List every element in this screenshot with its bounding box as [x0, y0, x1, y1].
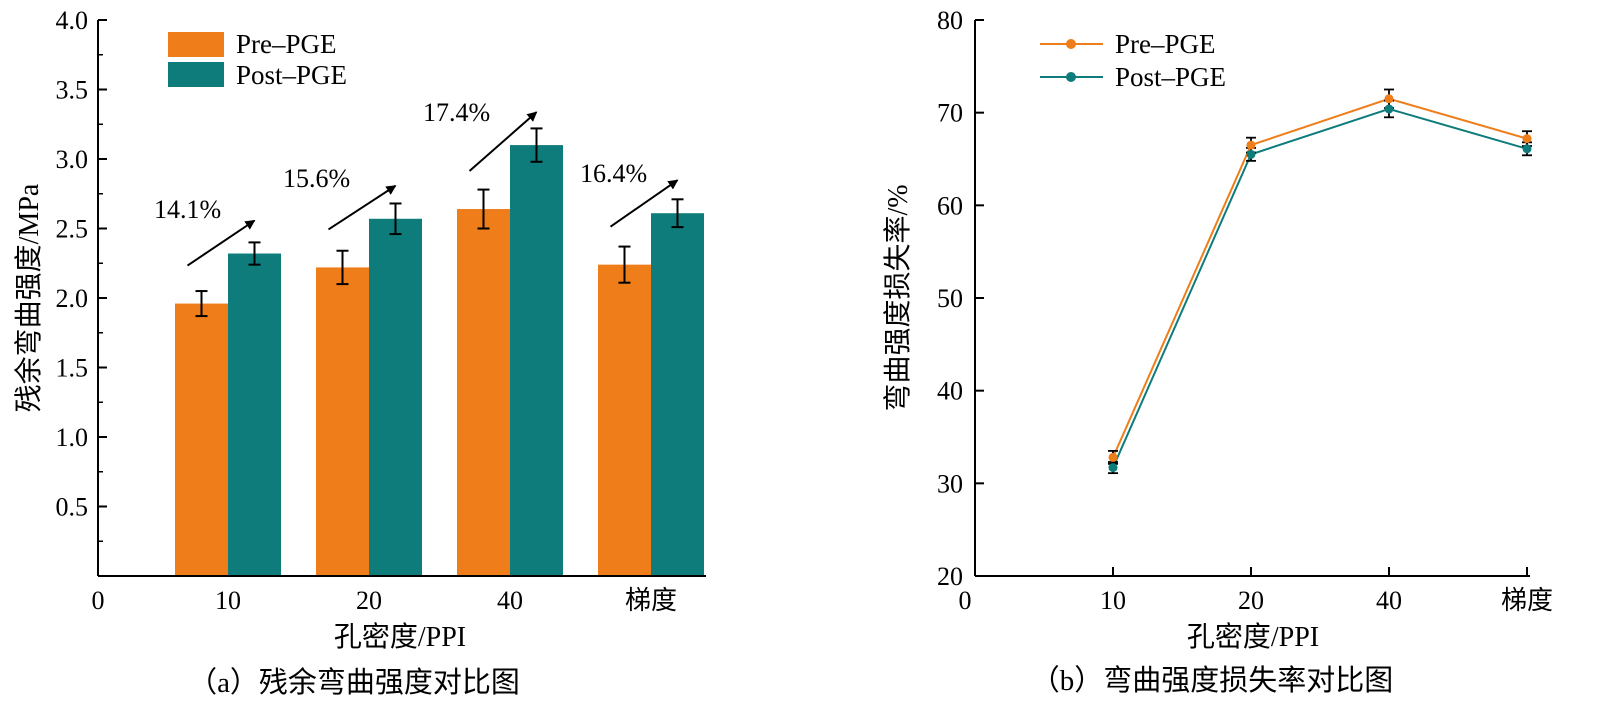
increase-arrow-3 — [609, 179, 679, 228]
y-tick-label-1: 30 — [937, 469, 963, 498]
bar-chart-legend: Pre–PGE Post–PGE — [168, 29, 347, 90]
x-tick-label-3: 梯度 — [1501, 586, 1553, 615]
bar-post-pge-3 — [651, 213, 704, 576]
line-chart-x-ticks: 10 20 40 梯度 — [1100, 567, 1553, 615]
y-tick-label-4: 60 — [937, 191, 963, 220]
legend-swatch-post-pge — [168, 62, 224, 87]
bar-pre-pge-3 — [598, 264, 651, 576]
line-chart-error-bars — [1108, 88, 1532, 475]
legend-marker-post-pge — [1066, 72, 1076, 82]
bar-chart-bars — [175, 145, 704, 577]
line-chart-caption: （b）弯曲强度损失率对比图 — [1031, 664, 1394, 697]
legend-label-post-pge: Post–PGE — [236, 60, 347, 90]
annotation-10ppi: 14.1% — [154, 195, 221, 224]
legend-label-pre-pge: Pre–PGE — [236, 29, 337, 59]
point-post-pge-3 — [1522, 144, 1532, 154]
error-bar-pre-pge-1 — [336, 249, 349, 286]
bar-chart-x-ticks: 10 20 40 梯度 — [215, 586, 677, 615]
x-tick-label-0: 10 — [1100, 586, 1126, 615]
error-bar-post-pge-1 — [389, 202, 402, 236]
bar-chart-arrows — [186, 111, 679, 267]
line-chart-points — [1108, 94, 1532, 473]
increase-arrow-2 — [468, 111, 538, 172]
bar-chart-y-axis-title: 残余弯曲强度/MPa — [13, 183, 45, 412]
bar-post-pge-0 — [228, 253, 281, 576]
series-line-pre-pge — [1112, 97, 1528, 458]
line-chart-x-origin-label: 0 — [959, 586, 972, 615]
bar-chart-x-origin-label: 0 — [92, 586, 105, 615]
line-chart-axes — [974, 20, 1530, 577]
y-tick-label-2: 1.5 — [56, 354, 89, 383]
y-tick-label-6: 3.5 — [56, 76, 89, 105]
y-tick-label-1: 1.0 — [56, 423, 89, 452]
line-chart-y-ticks: 20 30 40 50 60 70 80 — [937, 6, 984, 591]
bar-chart-panel: 0.5 1.0 1.5 2.0 2.5 3.0 3.5 4.0 10 20 40 梯度 0 Pre–… — [13, 6, 706, 699]
error-bar-pre-pge-3 — [618, 245, 631, 284]
series-line-post-pge — [1112, 107, 1528, 468]
error-bar-post-pge-3 — [671, 198, 684, 229]
x-tick-label-3: 梯度 — [625, 586, 677, 615]
x-tick-label-0: 10 — [215, 586, 241, 615]
y-tick-label-3: 2.0 — [56, 284, 89, 313]
line-chart-legend: Pre–PGE Post–PGE — [1040, 29, 1226, 92]
error-bar-pre-pge-2 — [477, 188, 490, 230]
bar-post-pge-1 — [369, 218, 422, 576]
bar-pre-pge-1 — [316, 267, 369, 576]
legend-label-pre-pge: Pre–PGE — [1115, 29, 1216, 59]
point-pre-pge-3 — [1522, 134, 1532, 144]
increase-arrow-0 — [186, 219, 256, 267]
point-pre-pge-2 — [1384, 94, 1394, 104]
error-bar-pre-pge-0 — [195, 290, 208, 318]
y-tick-label-7: 4.0 — [56, 6, 89, 35]
error-bar-post-pge-0 — [248, 241, 261, 266]
y-tick-label-3: 50 — [937, 284, 963, 313]
y-tick-label-0: 20 — [937, 562, 963, 591]
y-tick-label-5: 3.0 — [56, 145, 89, 174]
error-bar-post-pge-2 — [530, 127, 543, 163]
line-chart-y-axis-title: 弯曲强度损失率/% — [882, 184, 914, 411]
legend-marker-pre-pge — [1066, 39, 1076, 49]
increase-arrow-1 — [327, 184, 397, 231]
bar-post-pge-2 — [510, 145, 563, 576]
point-post-pge-1 — [1246, 149, 1256, 159]
annotation-gradient: 16.4% — [580, 159, 647, 188]
y-tick-label-2: 40 — [937, 377, 963, 406]
bar-pre-pge-0 — [175, 303, 228, 576]
y-tick-label-5: 70 — [937, 99, 963, 128]
line-chart-series — [1112, 97, 1528, 468]
bar-chart-y-ticks: 0.5 1.0 1.5 2.0 2.5 3.0 3.5 4.0 — [56, 6, 107, 542]
bar-pre-pge-2 — [457, 209, 510, 577]
legend-swatch-pre-pge — [168, 32, 224, 57]
line-chart-panel: 20 30 40 50 60 70 80 10 20 40 梯度 0 Pre–PGE Post–P… — [882, 6, 1553, 697]
bar-chart-caption: （a）残余弯曲强度对比图 — [188, 666, 520, 699]
x-tick-label-2: 40 — [497, 586, 523, 615]
point-pre-pge-0 — [1108, 452, 1118, 462]
bar-chart-x-axis-title: 孔密度/PPI — [334, 621, 466, 653]
x-tick-label-2: 40 — [1376, 586, 1402, 615]
point-post-pge-0 — [1108, 463, 1118, 473]
line-chart-x-axis-title: 孔密度/PPI — [1187, 621, 1319, 653]
x-tick-label-1: 20 — [356, 586, 382, 615]
y-tick-label-4: 2.5 — [56, 215, 89, 244]
point-post-pge-2 — [1384, 104, 1394, 114]
y-tick-label-0: 0.5 — [56, 493, 89, 522]
bar-chart-error-bars — [195, 127, 684, 318]
y-tick-label-6: 80 — [937, 6, 963, 35]
annotation-20ppi: 15.6% — [283, 164, 350, 193]
legend-label-post-pge: Post–PGE — [1115, 62, 1226, 92]
annotation-40ppi: 17.4% — [423, 98, 490, 127]
x-tick-label-1: 20 — [1238, 586, 1264, 615]
point-pre-pge-1 — [1246, 140, 1256, 150]
